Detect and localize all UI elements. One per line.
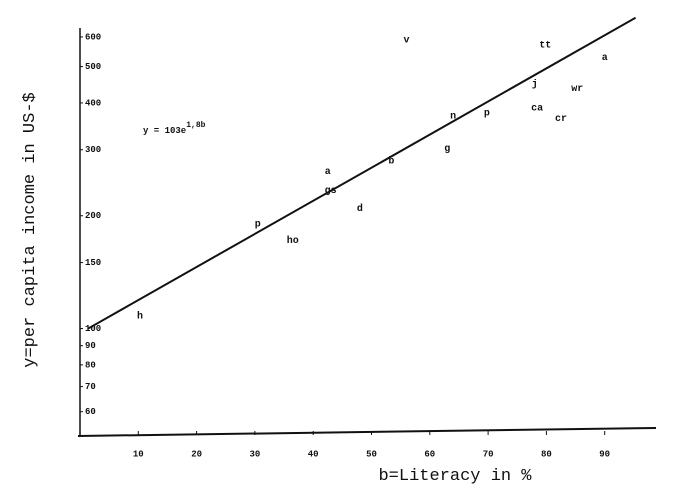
trend-line bbox=[87, 16, 637, 330]
x-tick-label: 20 bbox=[191, 449, 202, 459]
x-tick-label: 70 bbox=[483, 449, 494, 459]
y-tick-label: 90 bbox=[85, 341, 96, 351]
point-label: h bbox=[137, 311, 143, 323]
x-axis bbox=[77, 427, 657, 437]
x-tick-label: 90 bbox=[599, 449, 610, 459]
point-label: ho bbox=[287, 235, 299, 247]
y-tick-label: 70 bbox=[85, 382, 96, 392]
y-tick-label: 100 bbox=[85, 324, 101, 334]
y-tick-label: 300 bbox=[85, 145, 101, 155]
y-axis-title: y=per capita income in US-$ bbox=[21, 92, 40, 367]
x-tick-label: 50 bbox=[366, 449, 377, 459]
point-label: cr bbox=[555, 114, 567, 125]
point-label: a bbox=[325, 167, 331, 178]
y-tick-label: 150 bbox=[85, 258, 101, 268]
equation-exponent: 1,8b bbox=[186, 121, 205, 130]
point-label: gs bbox=[325, 186, 337, 197]
point-label: a bbox=[602, 53, 608, 64]
x-tick-label: 10 bbox=[133, 449, 144, 459]
point-label: d bbox=[357, 203, 363, 215]
y-tick-label: 80 bbox=[85, 360, 96, 370]
equation-base: y = 103e bbox=[143, 126, 186, 136]
point-label: v bbox=[403, 36, 409, 47]
x-tick-label: 40 bbox=[308, 449, 319, 459]
point-label: wr bbox=[571, 84, 583, 95]
equation: y = 103e1,8b bbox=[143, 121, 206, 136]
point-label: tt bbox=[539, 41, 551, 52]
point-label: g bbox=[444, 144, 450, 155]
point-label: p bbox=[484, 109, 490, 120]
y-tick-label: 60 bbox=[85, 407, 96, 417]
x-tick-label: 30 bbox=[249, 449, 260, 459]
y-tick-label: 500 bbox=[85, 62, 101, 72]
point-label: b bbox=[388, 156, 394, 168]
point-label: n bbox=[450, 112, 456, 123]
point-label: j bbox=[532, 79, 538, 91]
x-tick-label: 80 bbox=[541, 449, 552, 459]
point-label: ca bbox=[531, 104, 543, 115]
y-tick-label: 200 bbox=[85, 211, 101, 221]
x-axis-title: b=Literacy in % bbox=[378, 467, 532, 486]
point-label: p bbox=[255, 220, 261, 231]
y-tick-label: 400 bbox=[85, 98, 101, 108]
x-tick-label: 60 bbox=[424, 449, 435, 459]
y-tick-label: 600 bbox=[85, 32, 101, 42]
